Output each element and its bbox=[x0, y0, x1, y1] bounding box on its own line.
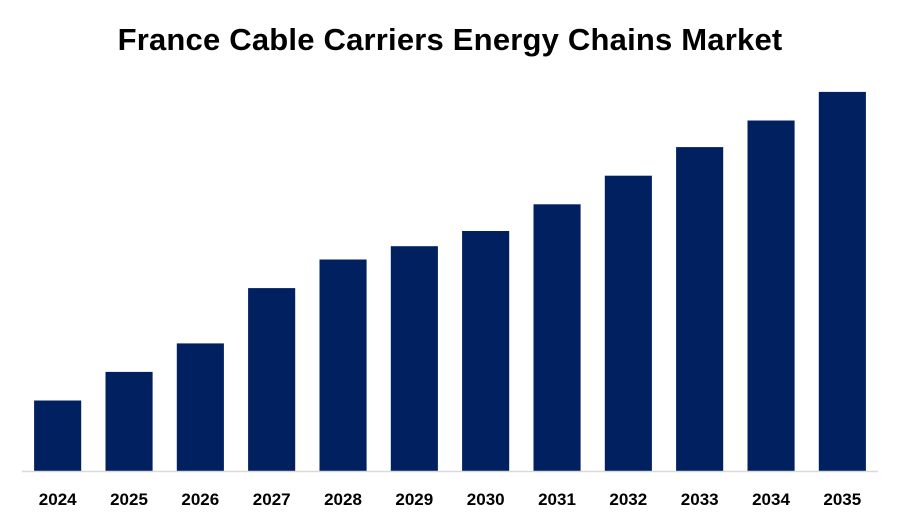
x-tick-label-2035: 2035 bbox=[823, 490, 861, 509]
bar-2032 bbox=[605, 176, 652, 471]
x-tick-label-2032: 2032 bbox=[609, 490, 647, 509]
bar-2024 bbox=[34, 401, 81, 472]
bar-2025 bbox=[106, 372, 153, 471]
bar-2029 bbox=[391, 246, 438, 471]
bar-2028 bbox=[320, 260, 367, 472]
x-tick-label-2029: 2029 bbox=[395, 490, 433, 509]
x-tick-label-2025: 2025 bbox=[110, 490, 148, 509]
x-tick-label-2027: 2027 bbox=[253, 490, 291, 509]
x-tick-label-2030: 2030 bbox=[467, 490, 505, 509]
bar-2033 bbox=[676, 147, 723, 471]
x-tick-label-2028: 2028 bbox=[324, 490, 362, 509]
x-tick-label-2034: 2034 bbox=[752, 490, 790, 509]
bar-2035 bbox=[819, 92, 866, 471]
x-tick-label-2031: 2031 bbox=[538, 490, 576, 509]
bar-2034 bbox=[748, 121, 795, 472]
x-tick-label-2033: 2033 bbox=[681, 490, 719, 509]
bars-group bbox=[34, 92, 866, 471]
tick-labels-group: 2024 2025 2026 2027 2028 2029 2030 2031 2032 2033… bbox=[39, 490, 861, 509]
x-tick-label-2024: 2024 bbox=[39, 490, 77, 509]
bar-2031 bbox=[534, 204, 581, 471]
x-tick-label-2026: 2026 bbox=[181, 490, 219, 509]
bar-2030 bbox=[462, 231, 509, 471]
bar-2026 bbox=[177, 343, 224, 471]
bar-2027 bbox=[248, 288, 295, 471]
